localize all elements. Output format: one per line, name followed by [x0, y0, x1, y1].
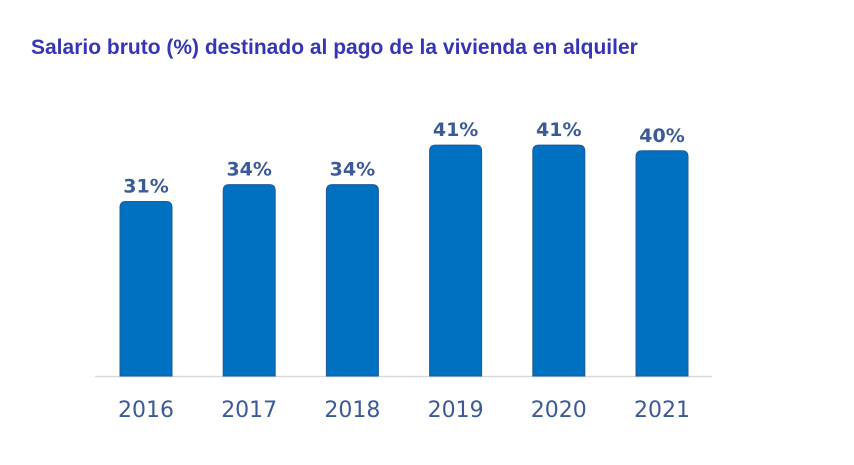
chart-title: Salario bruto (%) destinado al pago de l… [31, 36, 638, 59]
x-tick-2017: 2017 [221, 398, 277, 423]
x-tick-2018: 2018 [324, 398, 380, 423]
data-label-2021: 40% [639, 125, 684, 147]
data-label-2019: 41% [433, 119, 478, 141]
data-label-2017: 34% [226, 159, 271, 181]
data-label-2020: 41% [536, 119, 581, 141]
bar-2017 [222, 184, 276, 377]
bar-2019 [429, 144, 483, 377]
data-label-2018: 34% [330, 159, 375, 181]
x-tick-2021: 2021 [634, 398, 690, 423]
bar-2018 [325, 184, 379, 377]
bar-2016 [119, 200, 173, 377]
x-tick-2020: 2020 [531, 398, 587, 423]
data-label-2016: 31% [123, 175, 168, 197]
bar-2021 [635, 150, 689, 377]
x-tick-2016: 2016 [118, 398, 174, 423]
bar-2020 [532, 144, 586, 377]
x-tick-2019: 2019 [428, 398, 484, 423]
